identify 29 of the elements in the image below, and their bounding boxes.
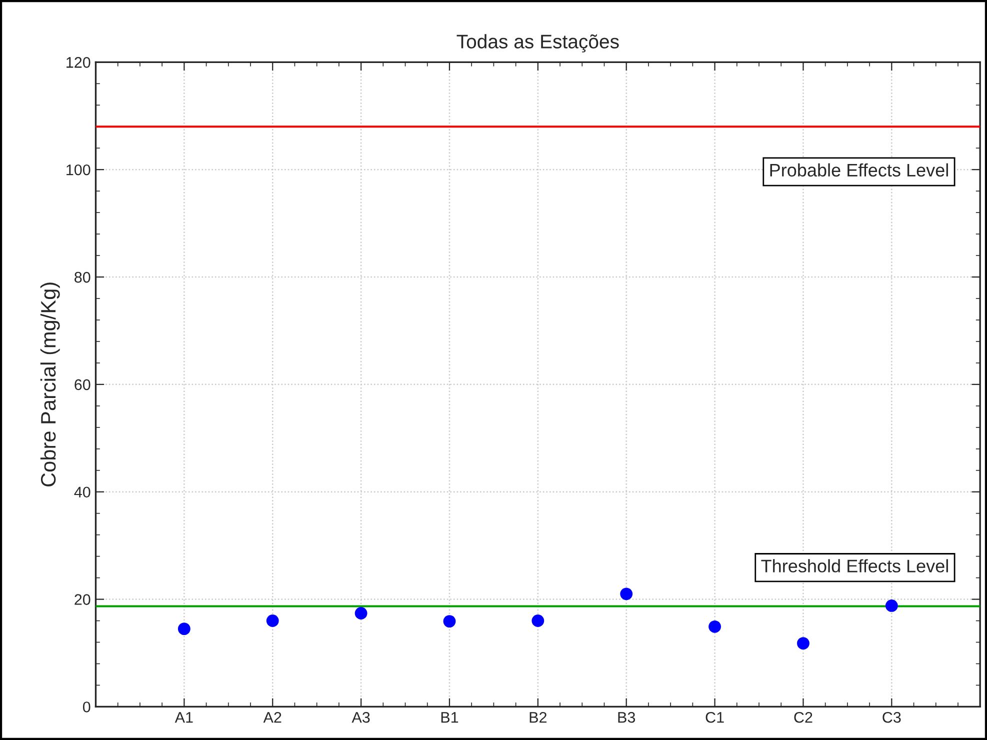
x-tick-label: B2 (530, 712, 546, 723)
y-tick-label: 100 (66, 164, 90, 176)
y-tick-label: 60 (74, 379, 90, 390)
x-tick-label: A3 (352, 712, 370, 723)
y-axis-title: Cobre Parcial (mg/Kg) (40, 282, 60, 486)
y-tick-label: 120 (66, 57, 90, 68)
y-tick-label: 0 (82, 702, 90, 712)
x-tick-label: B3 (618, 712, 636, 723)
point (532, 614, 544, 627)
x-tick-label: C2 (794, 712, 812, 723)
x-tick-label: A2 (263, 712, 282, 723)
point (266, 614, 279, 627)
chart-title: Todas as Estações (456, 34, 619, 52)
point (708, 620, 721, 633)
x-tick-label: C3 (882, 712, 901, 723)
point (797, 637, 810, 650)
y-tick-label: 20 (74, 594, 90, 605)
x-tick-label: B1 (441, 712, 458, 723)
point (178, 622, 190, 636)
point (443, 615, 456, 628)
x-tick-label: A1 (174, 712, 193, 723)
y-tick-label: 80 (74, 272, 90, 283)
y-tick-label: 40 (74, 486, 90, 498)
point (620, 588, 633, 600)
ref-line-label: Probable Effects Level (770, 163, 948, 177)
ref-line-label: Threshold Effects Level (761, 559, 948, 572)
x-tick-label: C1 (706, 712, 724, 723)
point (354, 607, 368, 620)
point (885, 600, 898, 612)
